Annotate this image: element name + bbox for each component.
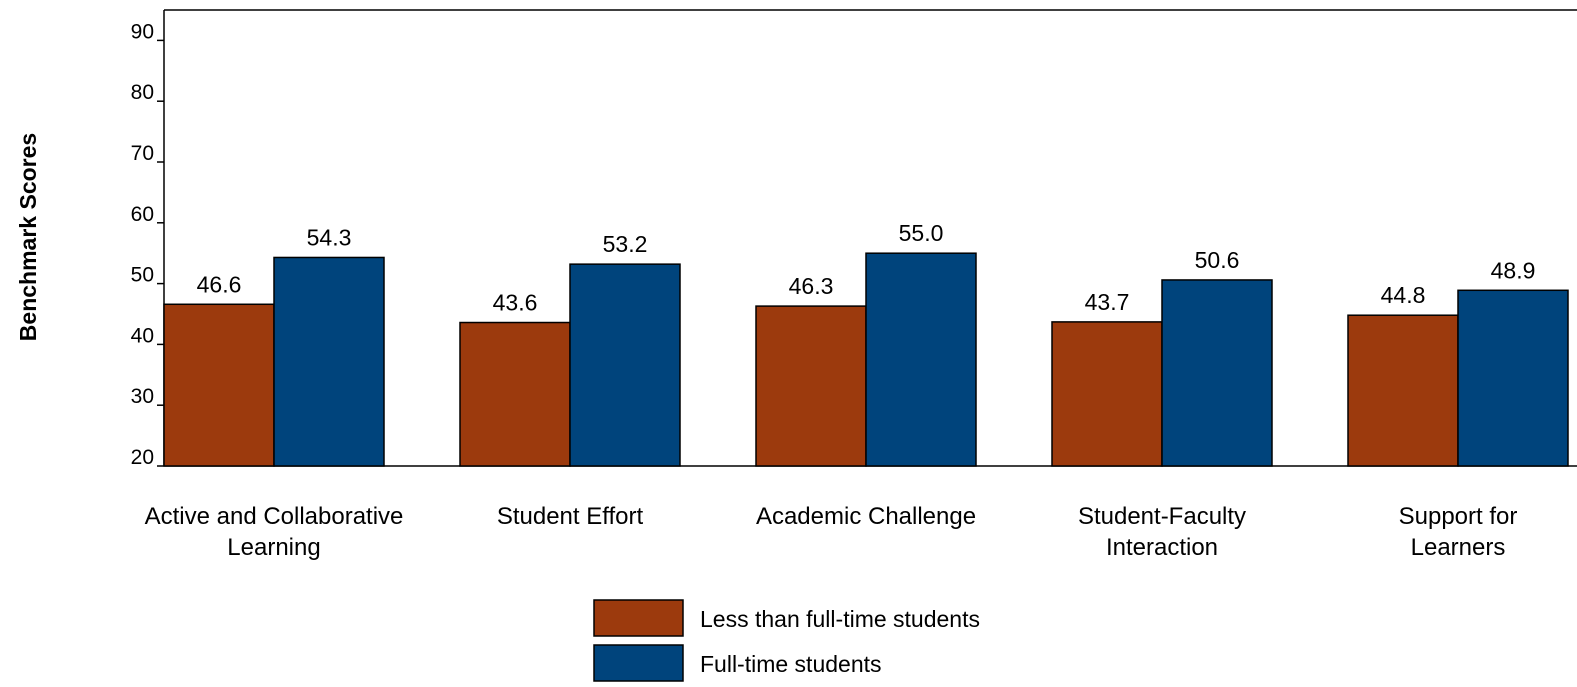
y-tick-label: 20 (131, 446, 154, 469)
category-label: Academic Challenge (756, 503, 976, 530)
bar-part-time (459, 321, 571, 467)
value-label: 43.6 (493, 290, 538, 316)
y-tick-label: 30 (131, 385, 154, 408)
value-label: 48.9 (1491, 257, 1536, 283)
bar-full-time (569, 263, 681, 467)
value-labels: 46.6 43.6 46.3 43.7 44.8 54.3 53.2 55.0 50.6 48.9 (197, 220, 1536, 315)
y-tick-label: 60 (131, 203, 154, 226)
category-label: Student-Faculty Interaction (1078, 503, 1246, 561)
y-tick-label: 90 (131, 20, 154, 43)
value-label: 54.3 (307, 224, 352, 250)
bar-part-time (755, 305, 867, 467)
bar-part-time (163, 303, 275, 467)
category-label: Active and Collaborative Learning (145, 503, 404, 561)
bar-full-time (273, 256, 385, 467)
y-tick-label: 40 (131, 324, 154, 347)
legend-label: Less than full-time students (700, 606, 980, 632)
value-label: 46.3 (789, 273, 834, 299)
value-label: 55.0 (899, 220, 944, 246)
bar-part-time (1051, 321, 1163, 467)
value-label: 53.2 (603, 231, 648, 257)
bar-full-time (865, 252, 977, 467)
legend-swatch (593, 644, 684, 682)
bar-full-time (1457, 289, 1569, 467)
legend-label: Full-time students (700, 651, 882, 677)
y-axis-ticks: 20 30 40 50 60 70 80 90 (131, 20, 164, 469)
legend: Less than full-time students Full-time st… (593, 599, 980, 682)
bar-full-time (1161, 279, 1273, 467)
value-label: 46.6 (197, 271, 242, 297)
y-tick-label: 80 (131, 81, 154, 104)
y-axis-title: Benchmark Scores (15, 133, 41, 341)
value-label: 50.6 (1195, 247, 1240, 273)
category-label: Student Effort (497, 503, 644, 530)
legend-swatch (593, 599, 684, 637)
category-labels: Active and Collaborative Learning Student … (145, 503, 1518, 561)
category-label: Support for Learners (1399, 503, 1518, 561)
bars (163, 252, 1569, 467)
y-tick-label: 70 (131, 142, 154, 165)
bar-part-time (1347, 314, 1459, 467)
value-label: 43.7 (1085, 289, 1130, 315)
y-tick-label: 50 (131, 264, 154, 287)
value-label: 44.8 (1381, 282, 1426, 308)
